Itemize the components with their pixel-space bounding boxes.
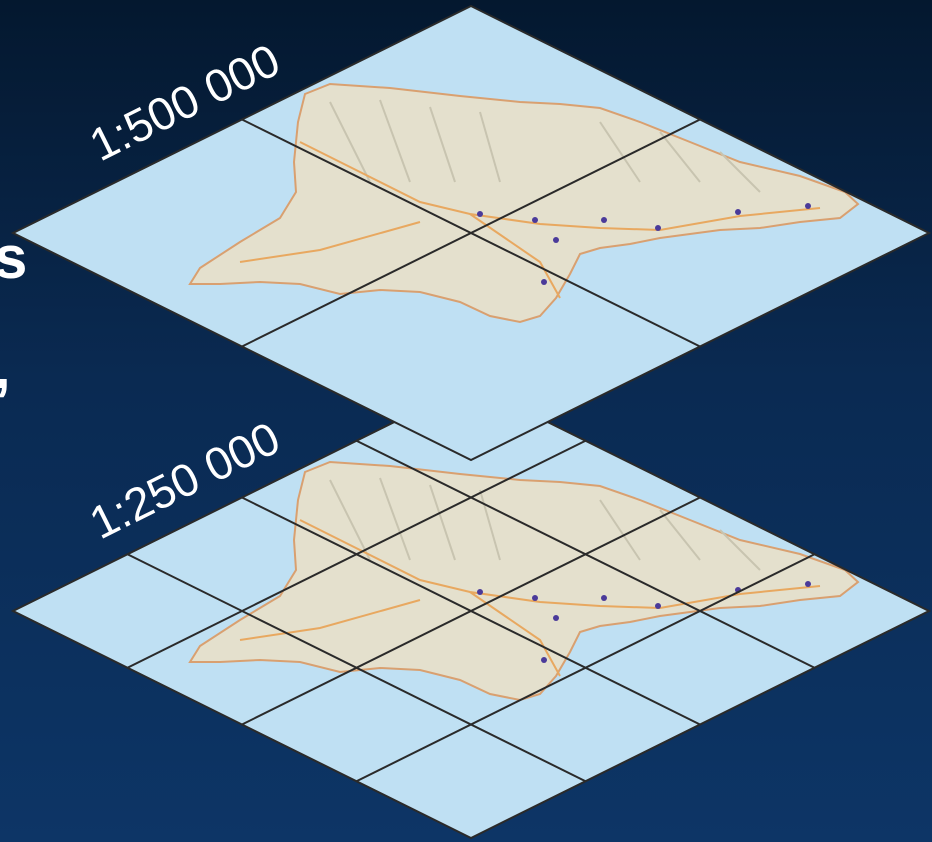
island-map-top — [188, 82, 860, 324]
island-map-bottom — [188, 460, 860, 702]
tile-grid-line — [127, 553, 586, 783]
tile-grid-line — [241, 496, 701, 726]
tile-layer-250k — [10, 382, 932, 840]
tile-grid-line — [241, 118, 701, 348]
tile-border-top — [10, 4, 932, 462]
tile-grid-line — [356, 553, 815, 783]
cropped-text-comma: , — [0, 338, 11, 398]
tile-grid-lines-bottom — [127, 439, 815, 783]
tile-layer-500k — [10, 4, 932, 462]
tile-grid-lines-top — [241, 118, 701, 348]
tile-border-bottom — [10, 382, 932, 840]
